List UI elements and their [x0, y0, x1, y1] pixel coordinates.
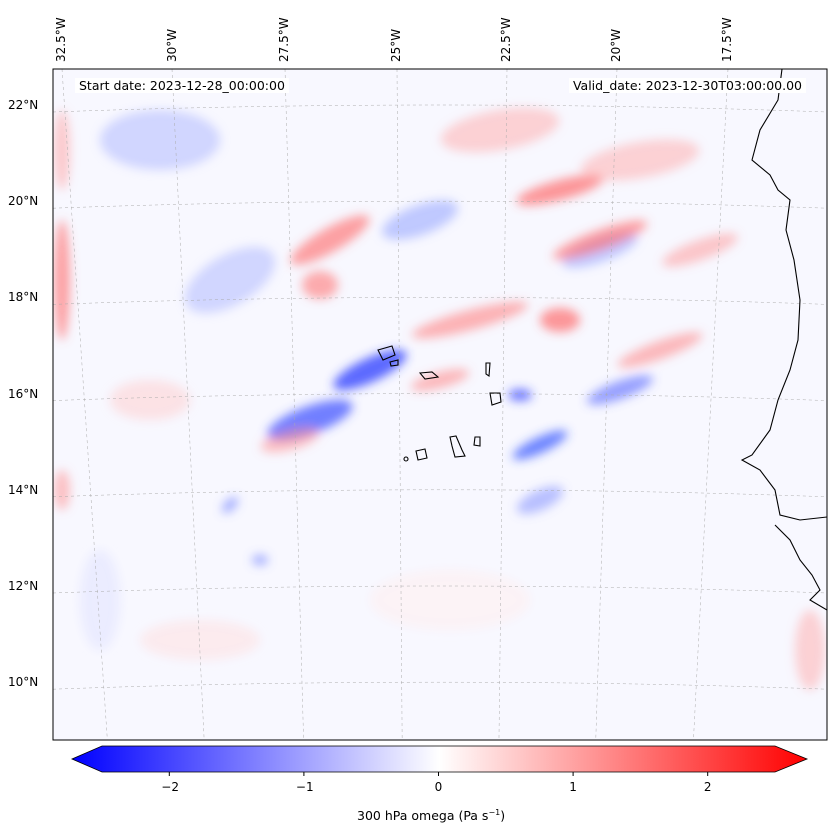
omega-anomaly [184, 246, 276, 314]
gridlines [53, 69, 827, 740]
colorbar-tick-label: 1 [569, 780, 577, 794]
omega-anomaly [80, 550, 120, 650]
map-panel [53, 69, 827, 740]
omega-anomaly [54, 470, 70, 510]
omega-anomaly [222, 497, 238, 513]
omega-anomaly [440, 107, 560, 153]
omega-anomaly [411, 301, 529, 339]
omega-anomaly [140, 620, 260, 660]
lat-tick-label: 18°N [8, 290, 39, 305]
omega-anomaly [110, 380, 190, 420]
omega-anomaly [290, 215, 370, 265]
omega-anomaly [662, 233, 738, 267]
start-date-label: Start date: 2023-12-28_00:00:00 [75, 78, 289, 93]
lat-tick-label: 10°N [8, 675, 39, 690]
omega-anomaly [512, 430, 568, 460]
omega-anomaly [100, 110, 220, 170]
valid-date-label: Valid_date: 2023-12-30T03:00:00.00 [568, 78, 806, 93]
omega-anomaly [410, 369, 470, 391]
colorbar-tick-label: 2 [703, 780, 712, 794]
omega-anomaly [795, 610, 825, 690]
omega-anomaly [580, 139, 700, 181]
colorbar-tick-label: −2 [161, 780, 179, 794]
colorbar [70, 745, 809, 776]
omega-anomaly [516, 174, 604, 206]
map-frame [52, 68, 828, 741]
lat-tick-label: 12°N [8, 579, 39, 593]
omega-anomaly [333, 349, 407, 391]
omega-field [54, 107, 825, 690]
omega-anomaly [370, 570, 530, 630]
omega-anomaly [586, 375, 654, 405]
omega-anomaly [516, 486, 564, 514]
lon-tick-label: 32.5°W [54, 17, 68, 62]
omega-anomaly [54, 110, 70, 190]
coastlines [377, 69, 827, 611]
omega-anomaly [302, 271, 338, 299]
colorbar-label: 300 hPa omega (Pa s−1) [357, 808, 506, 824]
omega-anomaly [508, 389, 532, 401]
lon-tick-label: 20°W [609, 28, 623, 62]
lon-tick-label: 27.5°W [277, 17, 291, 62]
colorbar-tick-label: −1 [295, 780, 314, 794]
omega-anomaly [540, 308, 580, 332]
lon-tick-label: 17.5°W [720, 17, 734, 62]
lon-tick-label: 25°W [389, 28, 403, 62]
lat-tick-label: 20°N [8, 194, 39, 209]
omega-anomaly [552, 220, 648, 260]
lat-tick-label: 14°N [8, 482, 39, 497]
lon-tick-label: 22.5°W [499, 17, 513, 62]
colorbar-tick-label: 0 [434, 780, 443, 794]
lon-tick-label: 30°W [165, 28, 179, 62]
lat-tick-label: 22°N [8, 98, 39, 112]
omega-anomaly [252, 555, 268, 565]
omega-anomaly [54, 220, 70, 340]
omega-anomaly [382, 200, 458, 240]
omega-anomaly [617, 332, 703, 368]
omega-anomaly [260, 427, 320, 453]
lat-tick-label: 16°N [8, 386, 39, 401]
